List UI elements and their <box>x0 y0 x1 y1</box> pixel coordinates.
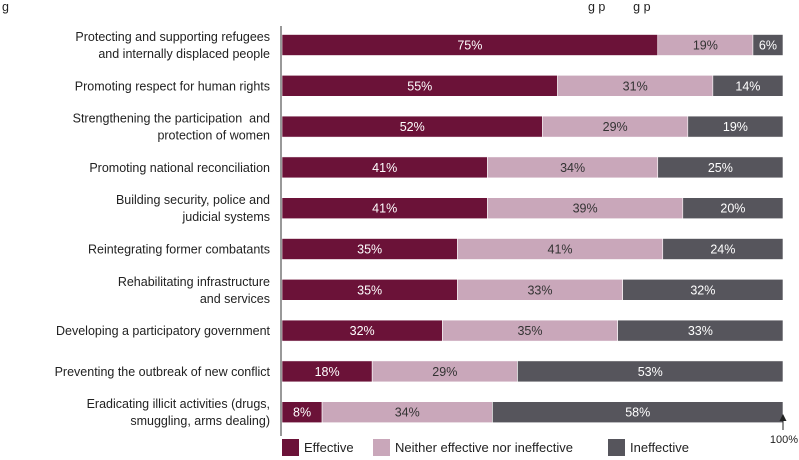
bar-segment-ineffective-2 <box>687 115 784 138</box>
data-label: 19% <box>693 39 718 53</box>
category-label: Protecting and supporting refugees <box>75 30 270 44</box>
category-label: judicial systems <box>181 210 270 224</box>
legend-swatch <box>608 439 625 456</box>
legend-swatch <box>282 439 299 456</box>
data-label: 41% <box>372 202 397 216</box>
data-label: 41% <box>372 161 397 175</box>
data-label: 33% <box>527 283 552 297</box>
data-label: 33% <box>688 324 713 338</box>
category-label: smuggling, arms dealing) <box>130 414 270 428</box>
bar-segment-ineffective-6 <box>622 278 784 301</box>
data-label: 18% <box>315 365 340 379</box>
data-label: 29% <box>432 365 457 379</box>
category-label: Developing a participatory government <box>56 324 271 338</box>
category-label: Promoting respect for human rights <box>75 79 270 93</box>
data-label: 8% <box>293 406 311 420</box>
category-label: and services <box>200 292 270 306</box>
category-label: Building security, police and <box>116 193 270 207</box>
data-label: 55% <box>407 79 432 93</box>
data-label: 52% <box>400 120 425 134</box>
data-label: 53% <box>638 365 663 379</box>
end-marker-arrow-icon <box>779 414 787 421</box>
category-label: Preventing the outbreak of new conflict <box>55 365 271 379</box>
data-label: 32% <box>350 324 375 338</box>
category-label: Strengthening the participation and <box>73 112 270 126</box>
data-label: 32% <box>690 283 715 297</box>
category-labels-group: Protecting and supporting refugees and in… <box>55 30 271 428</box>
data-label: 6% <box>759 39 777 53</box>
data-label: 14% <box>735 79 760 93</box>
category-label: Reintegrating former combatants <box>88 243 270 257</box>
data-label: 34% <box>560 161 585 175</box>
bar-segment-ineffective-3 <box>657 156 784 179</box>
data-label: 75% <box>457 39 482 53</box>
bar-segment-ineffective-8 <box>517 360 784 383</box>
bar-segment-ineffective-7 <box>617 319 784 342</box>
bar-segment-ineffective-0 <box>752 34 784 56</box>
legend-label: Ineffective <box>630 440 689 455</box>
bar-segment-ineffective-4 <box>682 197 784 219</box>
category-label: and internally displaced people <box>98 47 270 61</box>
data-label: 35% <box>357 243 382 257</box>
legend-label: Effective <box>304 440 354 455</box>
bar-segment-ineffective-1 <box>712 75 784 97</box>
data-label: 58% <box>625 406 650 420</box>
bar-segment-ineffective-5 <box>662 238 784 260</box>
bar-segment-ineffective-9 <box>492 401 784 424</box>
legend-label: Neither effective nor ineffective <box>395 440 573 455</box>
legend: Effective Neither effective nor ineffecti… <box>282 439 689 456</box>
data-label: 24% <box>710 243 735 257</box>
header-text-fragment: g <box>2 0 9 14</box>
data-label: 34% <box>395 406 420 420</box>
bars-group: 75% 19% 6% 55% 31% 14% 52% 29% 19% 41% 34% 25% 41% 39… <box>281 34 784 424</box>
data-label: 35% <box>357 283 382 297</box>
category-label: protection of women <box>157 129 270 143</box>
end-marker-label: 100% <box>770 434 798 446</box>
data-label: 19% <box>723 120 748 134</box>
data-label: 35% <box>517 324 542 338</box>
data-label: 31% <box>623 79 648 93</box>
data-label: 39% <box>573 202 598 216</box>
data-label: 25% <box>708 161 733 175</box>
data-label: 20% <box>720 202 745 216</box>
category-label: Promoting national reconciliation <box>89 161 270 175</box>
data-label: 41% <box>548 243 573 257</box>
data-label: 29% <box>603 120 628 134</box>
category-label: Eradicating illicit activities (drugs, <box>87 397 270 411</box>
header-text-fragment-right: g p g p <box>588 0 651 14</box>
legend-swatch <box>373 439 390 456</box>
category-label: Rehabilitating infrastructure <box>118 275 270 289</box>
